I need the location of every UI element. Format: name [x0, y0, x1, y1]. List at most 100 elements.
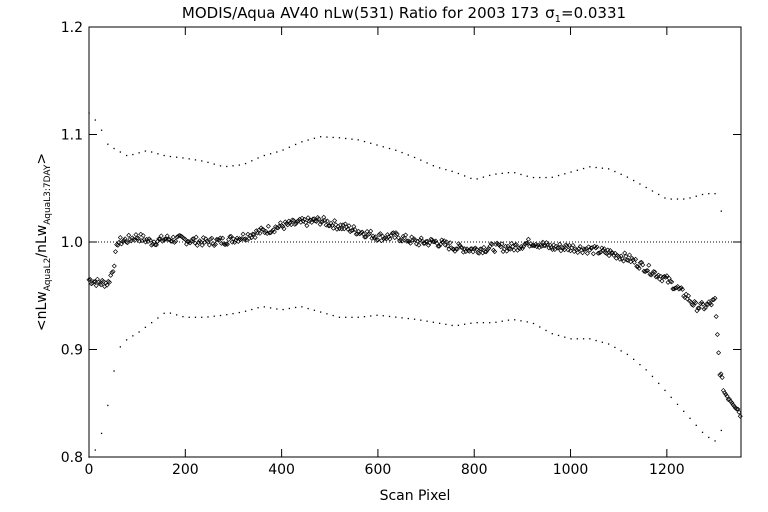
- data-point: [673, 285, 679, 291]
- dot-point: [276, 308, 278, 310]
- dot-point: [257, 307, 259, 309]
- data-point: [528, 241, 534, 247]
- data-point: [209, 235, 215, 241]
- dot-point: [88, 112, 90, 114]
- data-point: [540, 239, 546, 245]
- data-point: [559, 244, 565, 250]
- data-point: [600, 247, 606, 253]
- data-point: [438, 241, 444, 247]
- data-point: [708, 302, 714, 308]
- dot-point: [326, 136, 328, 138]
- data-point: [385, 232, 391, 238]
- data-point: [432, 239, 437, 245]
- data-point: [330, 225, 336, 231]
- data-point: [679, 286, 685, 292]
- data-point: [162, 236, 168, 242]
- data-point: [109, 269, 115, 275]
- data-point: [370, 233, 376, 239]
- dot-point: [251, 160, 253, 162]
- data-point: [86, 277, 92, 283]
- data-point: [622, 250, 628, 256]
- data-point: [427, 240, 433, 246]
- data-point: [588, 245, 594, 251]
- data-point: [87, 277, 93, 282]
- data-point: [726, 396, 732, 402]
- data-point: [292, 221, 298, 227]
- dot-point: [658, 382, 660, 385]
- dot-point: [445, 168, 447, 171]
- dot-point: [432, 165, 434, 167]
- data-point: [731, 403, 737, 409]
- dot-point: [320, 136, 322, 138]
- data-point: [488, 241, 494, 247]
- data-point: [695, 305, 701, 311]
- data-series: [86, 112, 743, 458]
- dot-point: [532, 322, 535, 325]
- dot-point: [163, 154, 165, 157]
- dot-point: [651, 190, 654, 192]
- dot-point: [132, 153, 134, 156]
- data-point: [562, 247, 568, 253]
- data-point: [286, 218, 292, 224]
- dot-point: [194, 316, 197, 318]
- dot-point: [163, 312, 165, 315]
- dot-point: [570, 338, 572, 340]
- dot-point: [526, 321, 528, 323]
- data-point: [316, 216, 322, 222]
- data-point: [637, 260, 643, 266]
- data-point: [440, 239, 446, 245]
- data-point: [447, 240, 453, 246]
- data-point: [405, 238, 411, 244]
- y-axis-label: <nLwAquaL2/nLwAquaL3:7DAY>: [34, 153, 53, 331]
- data-point: [643, 268, 649, 274]
- dot-point: [482, 322, 485, 324]
- data-point: [165, 236, 171, 242]
- dot-point: [307, 307, 309, 310]
- dot-point: [426, 162, 428, 164]
- dot-point: [507, 319, 510, 321]
- data-point: [460, 249, 466, 255]
- data-point: [259, 226, 265, 232]
- data-point: [557, 241, 563, 247]
- data-point: [199, 242, 205, 248]
- dot-point: [457, 172, 460, 175]
- data-point: [187, 240, 193, 246]
- x-axis-label: Scan Pixel: [380, 488, 451, 504]
- data-point: [713, 313, 719, 319]
- data-point: [693, 300, 699, 306]
- dot-point: [489, 322, 491, 324]
- dot-point: [413, 156, 416, 159]
- data-point: [300, 218, 306, 224]
- data-point: [168, 238, 174, 244]
- dot-point: [601, 341, 604, 343]
- data-point: [711, 297, 717, 303]
- dot-point: [557, 174, 560, 177]
- data-point: [416, 242, 422, 248]
- data-point: [716, 350, 722, 356]
- data-point: [719, 375, 725, 381]
- dot-point: [420, 319, 422, 321]
- dot-point: [370, 142, 372, 144]
- data-point: [667, 278, 673, 284]
- dot-point: [607, 343, 610, 345]
- dot-point: [683, 410, 685, 413]
- dot-point: [188, 316, 190, 318]
- dot-point: [150, 151, 153, 153]
- data-point: [362, 234, 368, 240]
- y-tick-label: 1.2: [61, 20, 83, 36]
- data-point: [551, 242, 557, 248]
- dot-point: [708, 193, 710, 195]
- dot-point: [676, 403, 679, 406]
- data-point: [651, 269, 657, 275]
- data-point: [717, 372, 723, 378]
- dot-point: [589, 338, 591, 340]
- data-point: [125, 240, 131, 246]
- data-point: [394, 231, 400, 237]
- dot-point: [501, 320, 503, 322]
- dot-point: [244, 162, 247, 165]
- dot-point: [169, 312, 172, 314]
- dot-point: [614, 170, 616, 173]
- data-point: [570, 242, 576, 248]
- data-point: [647, 271, 653, 277]
- dot-point: [576, 338, 578, 340]
